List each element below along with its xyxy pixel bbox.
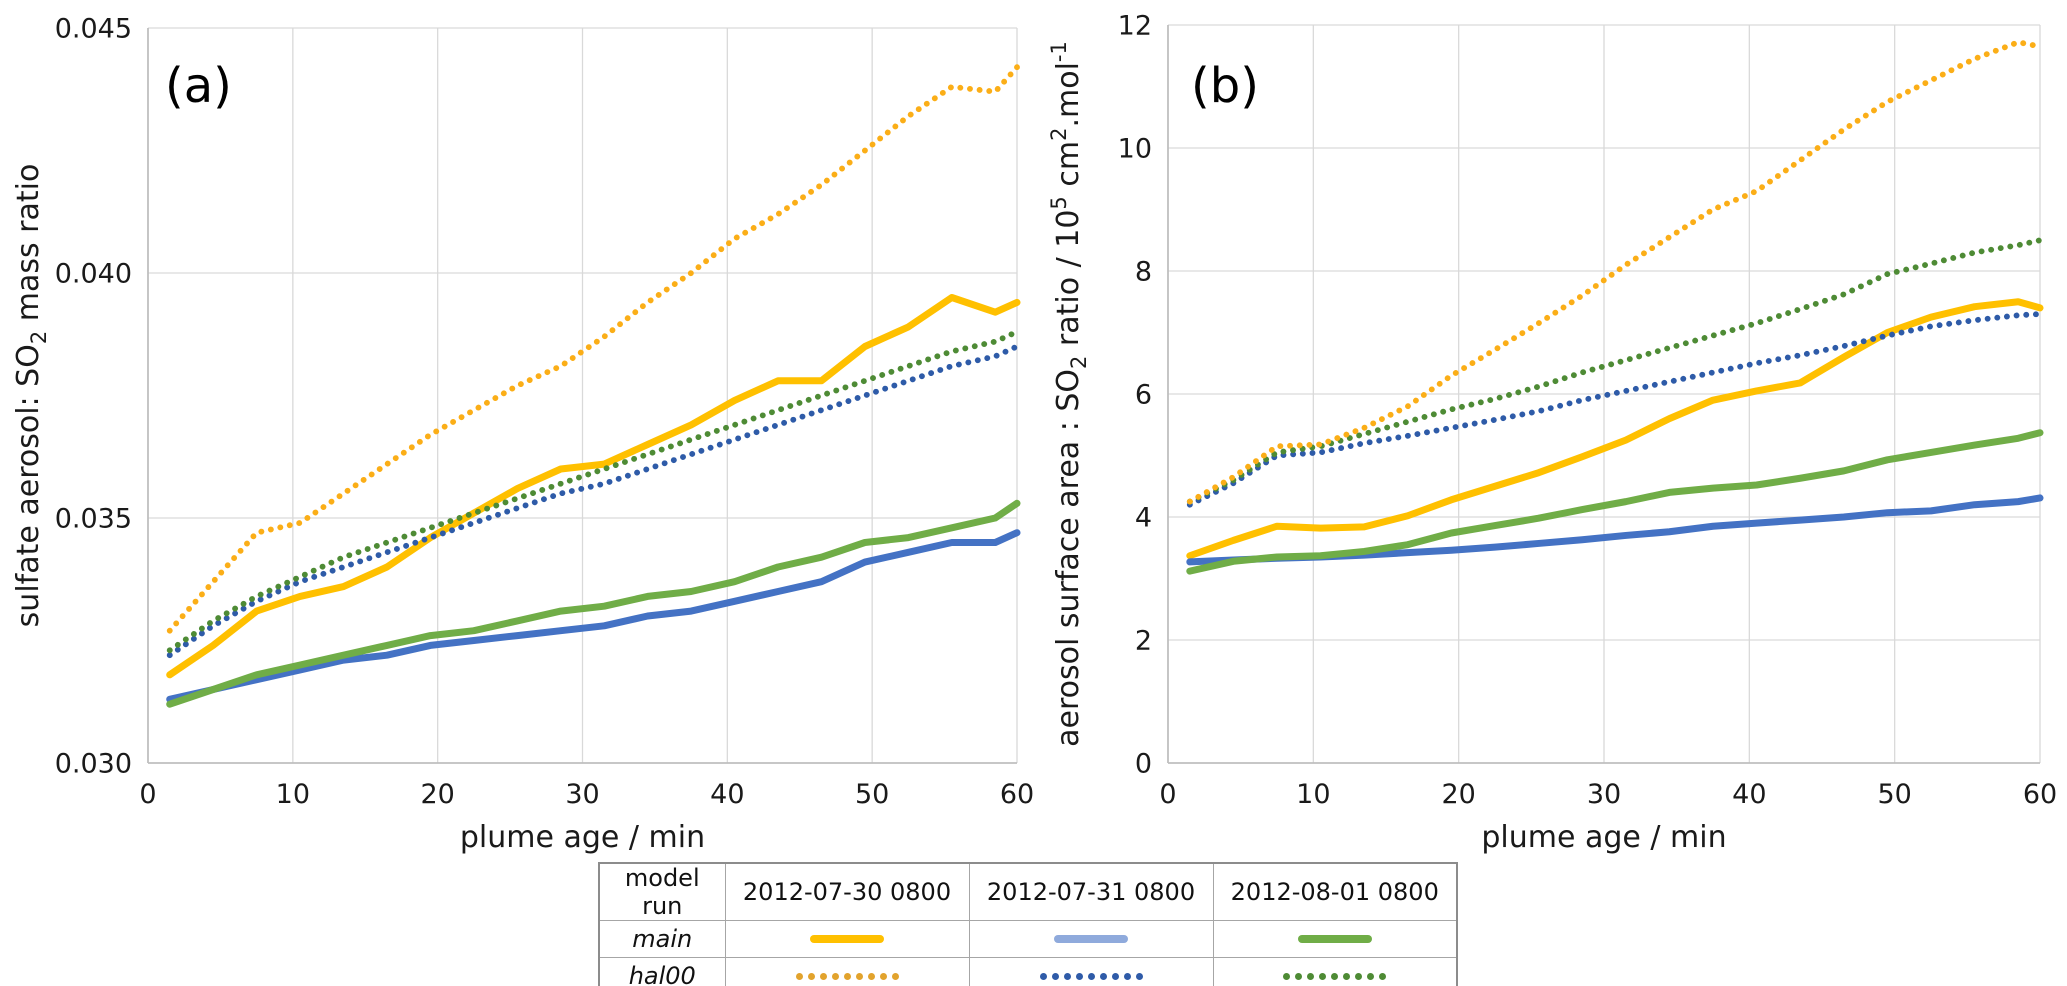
legend-dot-sample [1283,972,1291,980]
legend-dot-sample [867,972,875,980]
legend-run-main-label: main [598,920,726,958]
y-tick-label: 10 [1118,134,1152,165]
legend-dot-sample [1331,972,1339,980]
legend-line-sample [1297,935,1372,943]
y-tick-label: 4 [1135,503,1152,534]
y-tick-label: 12 [1118,11,1152,42]
y-tick-label: 0.040 [55,259,132,290]
legend-swatch-main-0801 [1220,921,1451,957]
y-tick-label: 0.035 [55,504,132,535]
x-tick-label: 40 [710,779,744,810]
legend-header-row: model run 2012-07-30 0800 2012-07-31 080… [598,862,1458,921]
x-tick-label: 50 [855,779,889,810]
legend-header-model-run: model run [598,862,726,921]
legend-dot-sample [1039,972,1047,980]
panel-letter: (a) [165,58,232,114]
legend-dot-sample [795,972,803,980]
series-hal00-2012-08-01 [166,328,1020,654]
legend-dot-sample [1087,972,1095,980]
legend-dot-sample [1111,972,1119,980]
legend-row-hal00: hal00 [598,957,1458,986]
legend-header-date-3: 2012-08-01 0800 [1212,862,1458,921]
series-main-2012-07-30 [166,294,1021,679]
legend-swatch-main-0731 [976,921,1207,957]
series-group [166,64,1021,708]
legend-dot-sample [1075,972,1083,980]
legend-dot-sample [1295,972,1303,980]
x-tick-label: 60 [1000,779,1033,810]
series-hal00-2012-08-01 [1186,237,2043,505]
legend-line-sample [810,935,884,943]
legend-dot-sample [1379,972,1387,980]
legend-dot-sample [1063,972,1071,980]
series-hal00-2012-07-31 [166,343,1020,659]
legend-table: model run 2012-07-30 0800 2012-07-31 080… [598,862,1458,986]
legend-swatch-hal00-0730 [732,958,963,986]
legend-header-date-1: 2012-07-30 0800 [724,862,970,921]
axis-labels: 0.030 0.035 0.040 0.045 0 10 20 30 40 50 60 plume a… [11,14,1033,855]
x-tick-label: 10 [1296,779,1330,810]
y-axis-title: aerosol surface area : SO2 ratio / 105 c… [1047,41,1091,747]
x-tick-label: 30 [1587,779,1621,810]
legend-dot-sample [843,972,851,980]
legend-dot-sample [1367,972,1375,980]
x-tick-label: 0 [1159,779,1176,810]
legend-dot-sample [1355,972,1363,980]
legend-dot-sample [1051,972,1059,980]
legend-dot-sample [1123,972,1131,980]
y-tick-label: 2 [1135,626,1152,657]
x-tick-label: 60 [2023,779,2057,810]
legend-swatch-main-0730 [732,921,963,957]
x-tick-label: 10 [276,779,310,810]
y-tick-label: 6 [1135,380,1152,411]
legend-dot-sample [1343,972,1351,980]
legend-dot-sample [819,972,827,980]
series-main-2012-07-30 [1186,298,2044,560]
legend-dot-sample [1319,972,1327,980]
panel-letter: (b) [1191,58,1259,114]
legend-header-date-2: 2012-07-31 0800 [968,862,1214,921]
series-main-2012-08-01 [166,499,1021,708]
gridlines [1168,24,2041,763]
legend-swatch-hal00-0731 [976,958,1207,986]
axes [1167,25,2040,764]
legend-dot-sample [1307,972,1315,980]
y-tick-label: 0.045 [55,14,132,45]
series-hal00-2012-07-30 [1186,39,2043,505]
y-tick-label: 0.030 [55,749,132,780]
series-hal00-2012-07-31 [1186,311,2043,508]
y-axis-title: sulfate aerosol: SO2 mass ratio [11,164,51,628]
legend-row-main: main [598,920,1458,958]
legend-dot-sample [879,972,887,980]
x-tick-label: 40 [1732,779,1766,810]
y-tick-label: 8 [1135,257,1152,288]
x-axis-title: plume age / min [1481,820,1726,855]
x-tick-label: 30 [565,779,599,810]
series-hal00-2012-07-30 [166,64,1020,634]
legend-dot-sample [1099,972,1107,980]
axis-labels: 0 2 4 6 8 10 12 0 10 20 30 40 50 60 plume age / min aer… [1047,11,2057,855]
legend-line-sample [1054,935,1128,943]
legend-dot-sample [855,972,863,980]
series-group [1186,39,2044,575]
gridlines [148,27,1018,763]
chart-panel-a: 0.030 0.035 0.040 0.045 0 10 20 30 40 50 60 plume a… [11,14,1033,855]
legend-dot-sample [807,972,815,980]
axes [147,28,1017,764]
legend-run-hal00-label: hal00 [598,957,726,986]
legend-swatch-hal00-0801 [1220,958,1451,986]
legend-dot-sample [1135,972,1143,980]
x-tick-label: 20 [1441,779,1475,810]
chart-panel-b: 0 2 4 6 8 10 12 0 10 20 30 40 50 60 plume age / min aer… [1047,11,2057,855]
x-tick-label: 20 [420,779,454,810]
series-main-2012-08-01 [1186,429,2044,575]
legend-dot-sample [891,972,899,980]
x-axis-title: plume age / min [460,820,705,855]
series-main-2012-07-31 [166,529,1021,703]
legend-dot-sample [831,972,839,980]
y-tick-label: 0 [1135,749,1152,780]
x-tick-label: 0 [139,779,156,810]
x-tick-label: 50 [1877,779,1911,810]
